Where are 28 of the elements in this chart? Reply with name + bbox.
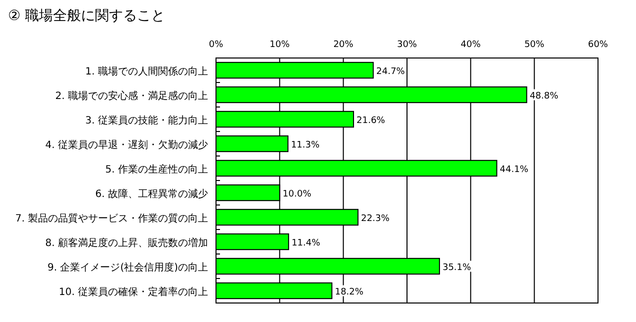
x-tick-label: 0%: [208, 40, 224, 50]
x-tick-label: 30%: [396, 40, 418, 50]
y-tick-label: 3. 従業員の技能・能力向上: [85, 114, 208, 126]
y-tick-label: 10. 従業員の確保・定着率の向上: [58, 286, 208, 298]
text: 44.1%: [500, 164, 528, 175]
x-tick-label: 60%: [588, 40, 608, 50]
text: ② 職場全般に関すること: [8, 8, 166, 24]
y-tick-label: 5. 作業の生産性の向上: [105, 163, 208, 176]
y-tick-label: 9. 企業イメージ(社会信用度)の向上: [47, 261, 208, 274]
y-tick-label: 8. 顧客満足度の上昇、販売数の増加: [45, 236, 208, 249]
text: 24.7%: [376, 66, 405, 77]
text: 18.2%: [334, 287, 364, 298]
text: 11.3%: [290, 140, 320, 150]
text: 22.3%: [360, 214, 390, 224]
text: 11.4%: [292, 238, 320, 248]
y-tick-label: 1. 職場での人間関係の向上: [85, 65, 208, 78]
text: 35.1%: [442, 262, 472, 273]
y-tick-label: 6. 故障、工程異常の減少: [95, 188, 208, 200]
x-tick-label: 40%: [460, 40, 482, 50]
text: 10.0%: [282, 189, 312, 200]
text: 21.6%: [356, 116, 386, 126]
text: 48.8%: [530, 91, 558, 102]
x-tick-label: 20%: [333, 40, 354, 50]
y-tick-label: 4. 従業員の早退・遅刻・欠勤の減少: [45, 138, 208, 151]
y-tick-label: 7. 製品の品質やサービス・作業の質の向上: [15, 212, 208, 224]
x-tick-label: 50%: [524, 40, 545, 50]
y-tick-label: 2. 職場での安心感・満足感の向上: [55, 90, 208, 102]
x-tick-label: 10%: [270, 40, 290, 50]
